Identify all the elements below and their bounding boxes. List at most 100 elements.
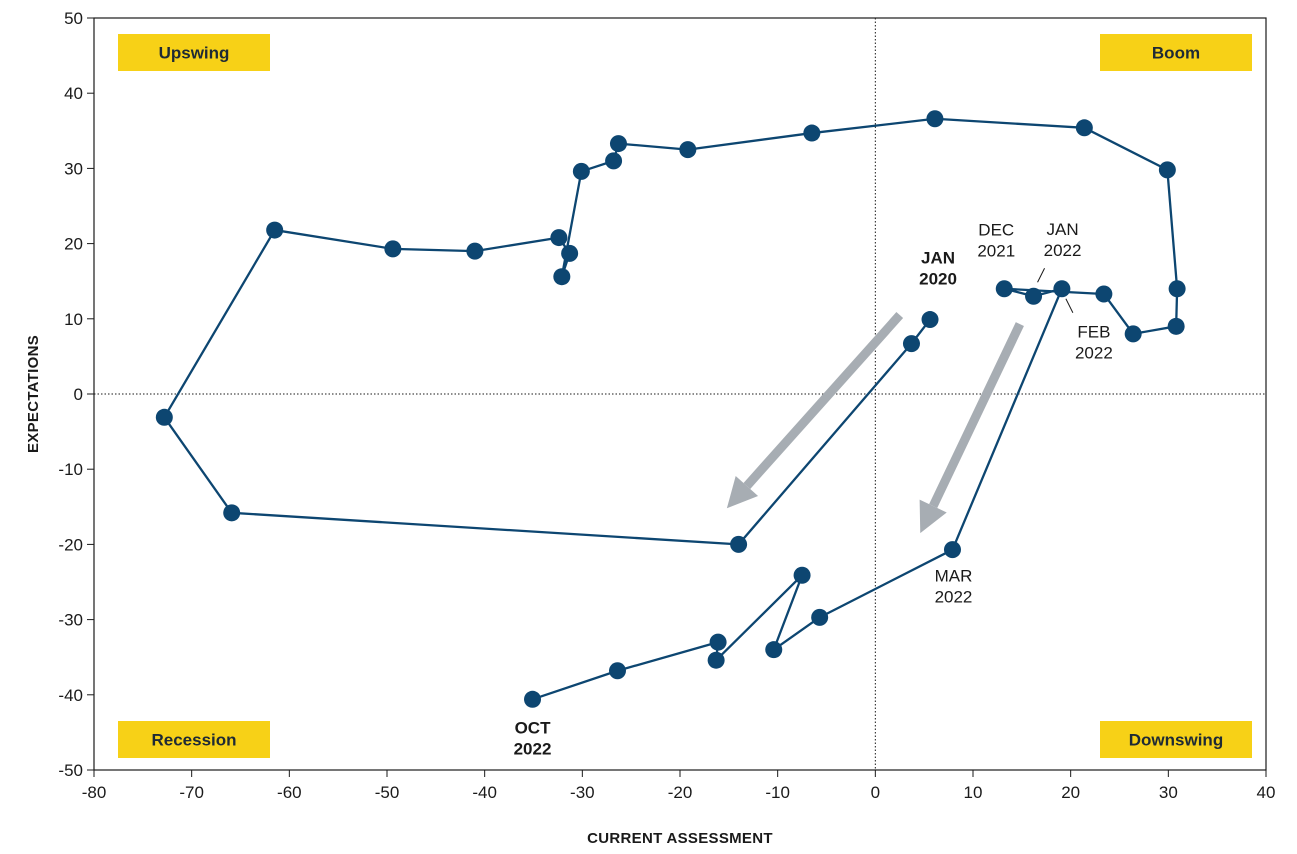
data-point bbox=[266, 221, 284, 239]
data-point bbox=[679, 141, 697, 159]
annotation-line: 2022 bbox=[1075, 344, 1113, 363]
quadrant-boom-label: Boom bbox=[1152, 44, 1200, 63]
trend-arrow-head bbox=[726, 475, 759, 509]
data-point bbox=[155, 408, 173, 426]
data-points bbox=[155, 110, 1186, 708]
annotation-label: FEB 2022 bbox=[1075, 323, 1113, 363]
data-point bbox=[902, 335, 920, 353]
quadrant-downswing: Downswing bbox=[1100, 721, 1252, 758]
trend-arrow bbox=[726, 312, 904, 509]
y-tick-label: 50 bbox=[64, 9, 83, 28]
x-tick-label: 20 bbox=[1061, 783, 1080, 802]
annotation-line: 2020 bbox=[919, 270, 957, 289]
data-point bbox=[926, 110, 944, 128]
y-tick-label: -20 bbox=[58, 535, 83, 554]
data-point bbox=[608, 662, 626, 680]
data-point bbox=[384, 240, 402, 258]
x-tick-label: -30 bbox=[570, 783, 595, 802]
x-tick-label: -60 bbox=[277, 783, 302, 802]
annotation-label: JAN 2022 bbox=[1044, 220, 1082, 260]
data-point bbox=[1167, 317, 1185, 335]
tick-labels: -80 -70 -60 -50 -40 -30 -20 -10 0 10 20 30 40 -50 -40 -… bbox=[58, 9, 1275, 802]
data-point bbox=[572, 162, 590, 180]
y-tick-label: 0 bbox=[74, 385, 83, 404]
annotation-line: 2021 bbox=[977, 242, 1015, 261]
data-point bbox=[466, 242, 484, 260]
y-tick-label: -10 bbox=[58, 460, 83, 479]
x-tick-label: -10 bbox=[765, 783, 790, 802]
annotations: JAN 2020 DEC 2021 JAN 2022 FEB 2022 MAR 2022 OCT 20… bbox=[514, 220, 1113, 758]
y-tick-label: 40 bbox=[64, 84, 83, 103]
reference-lines bbox=[94, 18, 1266, 770]
x-tick-label: -40 bbox=[472, 783, 497, 802]
annotation-line: 2022 bbox=[935, 588, 973, 607]
data-point bbox=[1025, 287, 1043, 305]
y-axis-title: EXPECTATIONS bbox=[25, 335, 42, 453]
annotation-line: JAN bbox=[1046, 220, 1078, 239]
data-point bbox=[1075, 119, 1093, 137]
y-tick-label: 10 bbox=[64, 310, 83, 329]
annotation-label: MAR 2022 bbox=[935, 567, 973, 607]
quadrant-recession-box bbox=[118, 721, 270, 758]
x-tick-label: -20 bbox=[668, 783, 693, 802]
data-point bbox=[803, 124, 821, 142]
quadrant-downswing-box bbox=[1100, 721, 1252, 758]
x-tick-label: 10 bbox=[964, 783, 983, 802]
quadrant-recession-label: Recession bbox=[151, 731, 236, 750]
quadrant-upswing: Upswing bbox=[118, 34, 270, 71]
trend-arrows bbox=[726, 312, 1024, 534]
y-tick-label: -50 bbox=[58, 761, 83, 780]
x-tick-label: -50 bbox=[375, 783, 400, 802]
data-point bbox=[1053, 280, 1071, 298]
y-tick-label: -30 bbox=[58, 611, 83, 630]
annotation-line: 2022 bbox=[514, 739, 552, 758]
data-point bbox=[921, 311, 939, 329]
trend-arrow-shaft bbox=[929, 322, 1024, 508]
trend-arrow-head bbox=[919, 499, 947, 534]
series-path bbox=[163, 117, 1179, 701]
data-point bbox=[553, 268, 571, 286]
x-tick-label: -70 bbox=[179, 783, 204, 802]
data-point bbox=[1168, 280, 1186, 298]
quadrant-boom-box bbox=[1100, 34, 1252, 71]
data-point bbox=[811, 608, 829, 626]
annotation-line: FEB bbox=[1077, 323, 1110, 342]
x-tick-label: 40 bbox=[1257, 783, 1276, 802]
annotation-line: OCT bbox=[515, 718, 552, 737]
quadrant-labels: Upswing Boom Recession Downswing bbox=[118, 34, 1252, 758]
data-point bbox=[793, 566, 811, 584]
data-point bbox=[1095, 285, 1113, 303]
quadrant-upswing-box bbox=[118, 34, 270, 71]
data-point bbox=[223, 504, 241, 522]
y-tick-label: 20 bbox=[64, 235, 83, 254]
x-tick-label: 30 bbox=[1159, 783, 1178, 802]
data-point bbox=[561, 244, 579, 262]
data-point bbox=[709, 633, 727, 651]
data-point bbox=[943, 541, 961, 559]
annotation-line: MAR bbox=[935, 567, 973, 586]
x-tick-label: 0 bbox=[871, 783, 880, 802]
annotation-label: JAN 2020 bbox=[919, 249, 957, 289]
data-point bbox=[765, 641, 783, 659]
y-tick-label: 30 bbox=[64, 159, 83, 178]
trend-arrow-shaft bbox=[743, 312, 904, 489]
x-tick-label: -80 bbox=[82, 783, 107, 802]
annotation-leader bbox=[1065, 298, 1074, 313]
data-point bbox=[707, 651, 725, 669]
data-point bbox=[1158, 161, 1176, 179]
series-line bbox=[163, 117, 1179, 701]
x-axis-title: CURRENT ASSESSMENT bbox=[587, 830, 773, 847]
annotation-line: 2022 bbox=[1044, 241, 1082, 260]
data-point bbox=[524, 690, 542, 708]
annotation-line: JAN bbox=[921, 249, 955, 268]
data-point bbox=[730, 535, 748, 553]
quadrant-recession: Recession bbox=[118, 721, 270, 758]
data-point bbox=[605, 152, 623, 170]
quadrant-upswing-label: Upswing bbox=[159, 44, 230, 63]
annotation-label: DEC 2021 bbox=[977, 221, 1015, 261]
annotation-leader bbox=[1037, 268, 1046, 283]
trend-arrow bbox=[919, 322, 1024, 534]
y-tick-label: -40 bbox=[58, 686, 83, 705]
data-point bbox=[550, 229, 568, 247]
data-point bbox=[995, 280, 1013, 298]
